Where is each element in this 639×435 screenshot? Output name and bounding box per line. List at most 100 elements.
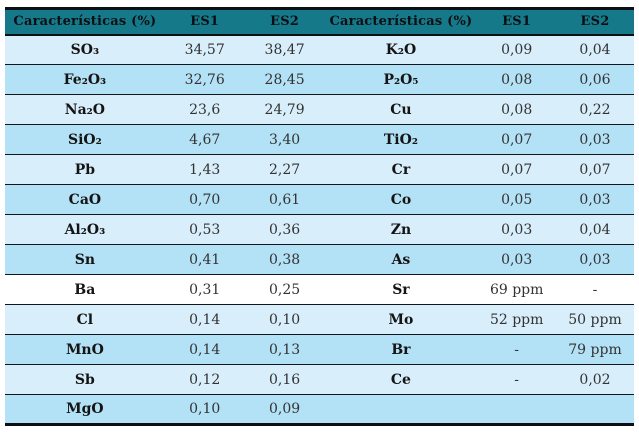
cell-value: 28,45 <box>264 71 305 88</box>
table-row: Fe₂O₃ 32,76 28,45 P₂O₅ 0,08 0,06 <box>5 64 634 95</box>
cell-value: - <box>514 341 520 358</box>
cell-label: MgO <box>66 401 104 417</box>
header-caracteristicas-left: Características (%) <box>5 8 165 36</box>
cell-value: 0,09 <box>501 41 533 58</box>
cell-label: Pb <box>74 161 96 178</box>
cell-label: TiO₂ <box>383 131 418 148</box>
cell-label: As <box>391 251 411 268</box>
cell-label: Sr <box>392 281 410 298</box>
cell-value: 24,79 <box>264 101 305 118</box>
cell-value: 52 ppm <box>489 311 544 328</box>
cell-value: 0,08 <box>501 101 533 118</box>
cell-label: Sn <box>74 251 96 268</box>
table-row: SiO₂ 4,67 3,40 TiO₂ 0,07 0,03 <box>5 124 634 155</box>
cell-label: Cl <box>76 311 94 328</box>
cell-value: 0,14 <box>189 311 221 328</box>
composition-table: Características (%) ES1 ES2 Característi… <box>5 7 634 426</box>
cell-value <box>556 395 634 425</box>
cell-value: 0,04 <box>579 221 611 238</box>
table-row: Cl 0,14 0,10 Mo 52 ppm 50 ppm <box>5 304 634 335</box>
cell-label: SiO₂ <box>68 131 102 148</box>
cell-value: 0,07 <box>579 161 611 178</box>
cell-value: 0,03 <box>579 131 611 148</box>
table-row: Al₂O₃ 0,53 0,36 Zn 0,03 0,04 <box>5 214 634 245</box>
cell-value: 0,10 <box>189 401 221 417</box>
cell-label: Ba <box>74 281 96 298</box>
cell-label: Al₂O₃ <box>64 221 106 238</box>
cell-value: 0,70 <box>189 191 221 208</box>
cell-value: 0,05 <box>501 191 533 208</box>
cell-value: 0,09 <box>268 401 301 417</box>
header-es1-right: ES1 <box>477 8 556 36</box>
table-row: Na₂O 23,6 24,79 Cu 0,08 0,22 <box>5 94 634 125</box>
cell-value: - <box>514 371 520 388</box>
cell-value: 0,07 <box>501 161 533 178</box>
cell-label: Na₂O <box>64 101 105 118</box>
table-row: Sb 0,12 0,16 Ce - 0,02 <box>5 364 634 395</box>
cell-value: 0,03 <box>501 221 533 238</box>
cell-value: 0,02 <box>579 371 611 388</box>
cell-label: Cu <box>390 101 412 118</box>
cell-value: 1,43 <box>189 161 221 178</box>
cell-label: Fe₂O₃ <box>63 71 107 88</box>
header-caracteristicas-right: Características (%) <box>324 8 478 36</box>
cell-value: 0,38 <box>268 251 301 268</box>
table-row: MnO 0,14 0,13 Br - 79 ppm <box>5 334 634 365</box>
header-row: Características (%) ES1 ES2 Característi… <box>5 8 634 36</box>
cell-value: 0,41 <box>189 251 221 268</box>
cell-value: 38,47 <box>264 41 305 58</box>
cell-value: - <box>592 281 598 298</box>
cell-value: 69 ppm <box>489 281 544 298</box>
cell-label <box>325 395 478 425</box>
cell-value: 0,03 <box>579 251 611 268</box>
cell-value: 0,04 <box>579 41 611 58</box>
header-es2-left: ES2 <box>244 8 325 36</box>
cell-value: 50 ppm <box>568 311 622 328</box>
table-row: Sn 0,41 0,38 As 0,03 0,03 <box>5 244 634 275</box>
cell-value: 3,40 <box>268 131 301 148</box>
cell-value: 0,06 <box>579 71 611 88</box>
table-row: MgO 0,10 0,09 <box>5 394 634 425</box>
cell-value: 0,03 <box>501 251 533 268</box>
cell-value: 0,08 <box>501 71 533 88</box>
cell-label: P₂O₅ <box>383 71 419 88</box>
cell-value: 2,27 <box>268 161 301 178</box>
cell-label: Sb <box>74 371 95 388</box>
header-es2-right: ES2 <box>555 8 634 36</box>
cell-value: 0,31 <box>189 281 221 298</box>
cell-value <box>477 395 556 425</box>
header-es1-left: ES1 <box>164 8 245 36</box>
cell-value: 32,76 <box>184 71 225 88</box>
table-row: CaO 0,70 0,61 Co 0,05 0,03 <box>5 184 634 215</box>
cell-label: MnO <box>65 341 104 358</box>
cell-value: 0,12 <box>189 371 221 388</box>
cell-value: 0,16 <box>268 371 301 388</box>
cell-value: 0,53 <box>189 221 221 238</box>
cell-value: 23,6 <box>189 101 221 118</box>
cell-value: 34,57 <box>184 41 225 58</box>
cell-value: 0,25 <box>268 281 301 298</box>
cell-label: Br <box>391 341 411 358</box>
cell-value: 0,14 <box>189 341 221 358</box>
cell-value: 4,67 <box>189 131 221 148</box>
cell-value: 0,61 <box>268 191 301 208</box>
table-row: Pb 1,43 2,27 Cr 0,07 0,07 <box>5 154 634 185</box>
cell-label: Co <box>390 191 412 208</box>
table-row: Ba 0,31 0,25 Sr 69 ppm - <box>5 274 634 305</box>
cell-label: Ce <box>390 371 411 388</box>
cell-label: K₂O <box>385 41 417 58</box>
cell-value: 79 ppm <box>568 341 622 358</box>
cell-label: Mo <box>388 311 414 328</box>
cell-value: 0,03 <box>579 191 611 208</box>
table-row: SO₃ 34,57 38,47 K₂O 0,09 0,04 <box>5 34 634 65</box>
cell-label: CaO <box>68 191 102 208</box>
cell-value: 0,36 <box>268 221 301 238</box>
cell-label: SO₃ <box>70 41 100 58</box>
cell-value: 0,07 <box>501 131 533 148</box>
cell-value: 0,22 <box>579 101 611 118</box>
cell-label: Cr <box>391 161 411 178</box>
cell-value: 0,13 <box>268 341 301 358</box>
cell-value: 0,10 <box>268 311 301 328</box>
cell-label: Zn <box>390 221 412 238</box>
